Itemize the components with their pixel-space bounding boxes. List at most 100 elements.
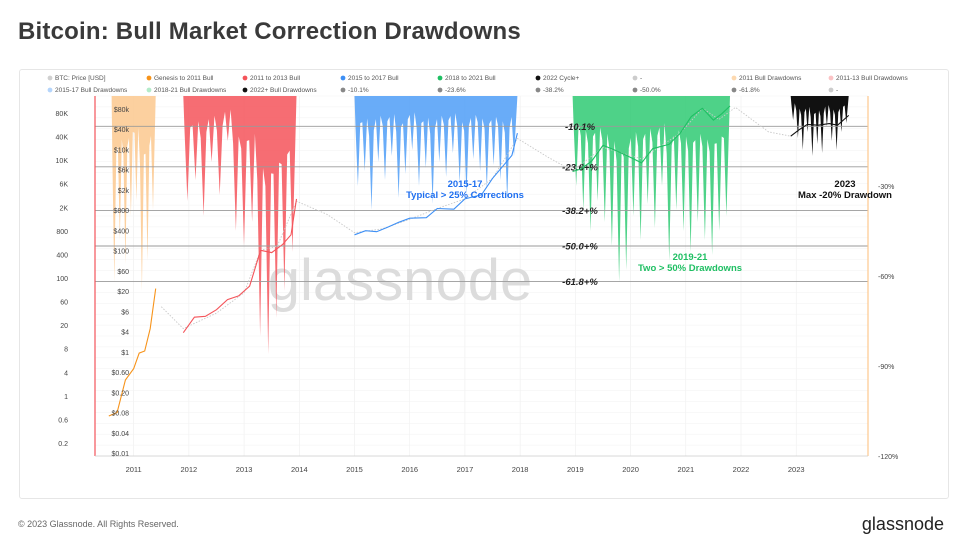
fib-label: -38.2+% xyxy=(562,206,598,217)
legend-marker xyxy=(632,87,638,93)
y-left-inner-tick: $0.04 xyxy=(111,431,129,438)
legend-label: 2018 to 2021 Bull xyxy=(445,75,496,82)
y-left-outer-tick: 6K xyxy=(59,182,68,189)
legend: BTC: Price [USD] Genesis to 2011 Bull 2011… xyxy=(47,75,909,94)
legend-marker xyxy=(535,75,541,81)
x-tick-label: 2022 xyxy=(733,465,750,474)
legend-marker xyxy=(340,87,346,93)
legend-marker xyxy=(731,87,737,93)
legend-marker xyxy=(242,75,248,81)
y-left-outer-tick: 400 xyxy=(56,252,68,259)
legend-label: -38.2% xyxy=(543,87,564,94)
legend-label: 2015-17 Bull Drawdowns xyxy=(55,87,128,94)
legend-label: 2011 Bull Drawdowns xyxy=(739,75,802,82)
y-left-inner-tick: $40k xyxy=(114,127,130,134)
y-left-inner-tick: $80k xyxy=(114,107,130,114)
fib-label: -10.1% xyxy=(565,122,596,133)
price-line xyxy=(182,198,298,334)
y-left-outer-tick: 0.2 xyxy=(58,441,68,448)
drawdown-area xyxy=(111,96,156,291)
legend-label: 2022 Cycle+ xyxy=(543,75,580,82)
legend-label: 2011-13 Bull Drawdowns xyxy=(836,75,909,82)
axes: 2011 2012 2013 2014 2015 2016 2017 2018 2019 2020… xyxy=(56,96,898,474)
price-line xyxy=(108,288,157,417)
legend-marker xyxy=(535,87,541,93)
y-left-outer-tick: 20 xyxy=(60,323,68,330)
fib-levels: -10.1% -23.6+% -38.2+% -50.0+% -61.8+% xyxy=(95,122,868,288)
y-left-outer-tick: 2K xyxy=(59,205,68,212)
fib-label: -50.0+% xyxy=(562,242,598,253)
drawdown-area xyxy=(790,96,849,156)
y-left-outer-tick: 80K xyxy=(56,111,69,118)
legend-label: BTC: Price [USD] xyxy=(55,75,106,82)
legend-label: 2022+ Bull Drawdowns xyxy=(250,87,317,94)
y-left-outer-tick: 40K xyxy=(56,135,69,142)
x-tick-label: 2013 xyxy=(236,465,253,474)
y-left-inner-tick: $100 xyxy=(113,249,129,256)
legend-marker xyxy=(828,75,834,81)
legend-marker xyxy=(437,75,443,81)
x-tick-label: 2021 xyxy=(677,465,694,474)
page-title: Bitcoin: Bull Market Correction Drawdown… xyxy=(18,18,521,45)
legend-marker xyxy=(437,87,443,93)
legend-label: -61.8% xyxy=(739,87,760,94)
annotation-title: 2019-21 xyxy=(673,252,709,263)
x-tick-label: 2023 xyxy=(788,465,805,474)
y-left-outer-tick: 0.6 xyxy=(58,417,68,424)
x-tick-label: 2011 xyxy=(126,465,142,474)
legend-label: 2011 to 2013 Bull xyxy=(250,75,301,82)
legend-marker xyxy=(340,75,346,81)
x-tick-label: 2012 xyxy=(181,465,198,474)
legend-label: Genesis to 2011 Bull xyxy=(154,75,214,82)
drawdown-area xyxy=(183,96,297,354)
x-tick-label: 2020 xyxy=(622,465,639,474)
drawdown-area xyxy=(354,96,518,210)
fib-label: -23.6+% xyxy=(562,162,598,173)
x-tick-label: 2015 xyxy=(346,465,363,474)
y-left-outer-tick: 1 xyxy=(64,394,68,401)
chart-card: BTC: Price [USD] Genesis to 2011 Bull 2011… xyxy=(19,69,949,499)
x-tick-label: 2018 xyxy=(512,465,529,474)
legend-marker xyxy=(242,87,248,93)
annotation-title: 2015-17 xyxy=(448,179,483,190)
glassnode-logo: glassnode xyxy=(861,514,944,534)
y-left-outer-tick: 100 xyxy=(56,276,68,283)
annotation-text: Typical > 25% Corrections xyxy=(406,190,524,201)
y-left-outer-tick: 800 xyxy=(56,229,68,236)
y-left-outer-tick: 4 xyxy=(64,370,68,377)
legend-label: 2015 to 2017 Bull xyxy=(348,75,399,82)
legend-marker xyxy=(47,75,53,81)
y-left-inner-tick: $60 xyxy=(117,269,129,276)
price-line xyxy=(790,114,850,137)
y-right-tick: -60% xyxy=(878,274,894,281)
legend-label: -10.1% xyxy=(348,87,369,94)
price-lines xyxy=(108,105,850,417)
y-left-inner-tick: $1 xyxy=(121,350,129,357)
y-left-outer-tick: 8 xyxy=(64,347,68,354)
y-left-inner-tick: $4 xyxy=(121,330,129,337)
y-right-tick: -30% xyxy=(878,184,894,191)
y-left-inner-tick: $6 xyxy=(121,309,129,316)
annotation-title: 2023 xyxy=(834,179,855,190)
legend-marker xyxy=(632,75,638,81)
y-right-tick: -90% xyxy=(878,364,894,371)
legend-marker xyxy=(828,87,834,93)
annotation-text: Two > 50% Drawdowns xyxy=(638,263,742,274)
annotation-text: Max -20% Drawdown xyxy=(798,190,892,201)
x-tick-label: 2019 xyxy=(567,465,584,474)
y-left-inner-tick: $2k xyxy=(118,188,130,195)
watermark: glassnode xyxy=(268,248,532,313)
y-left-outer-tick: 10K xyxy=(56,158,69,165)
drawdown-areas xyxy=(111,96,849,354)
x-tick-label: 2017 xyxy=(457,465,474,474)
legend-label: -50.0% xyxy=(640,87,661,94)
legend-marker xyxy=(146,75,152,81)
y-left-inner-tick: $0.20 xyxy=(111,390,129,397)
y-left-inner-tick: $800 xyxy=(113,208,129,215)
price-line xyxy=(572,105,731,173)
drawdown-area xyxy=(572,96,730,282)
y-left-inner-tick: $0.01 xyxy=(111,451,129,458)
legend-marker xyxy=(146,87,152,93)
price-line xyxy=(354,132,518,236)
